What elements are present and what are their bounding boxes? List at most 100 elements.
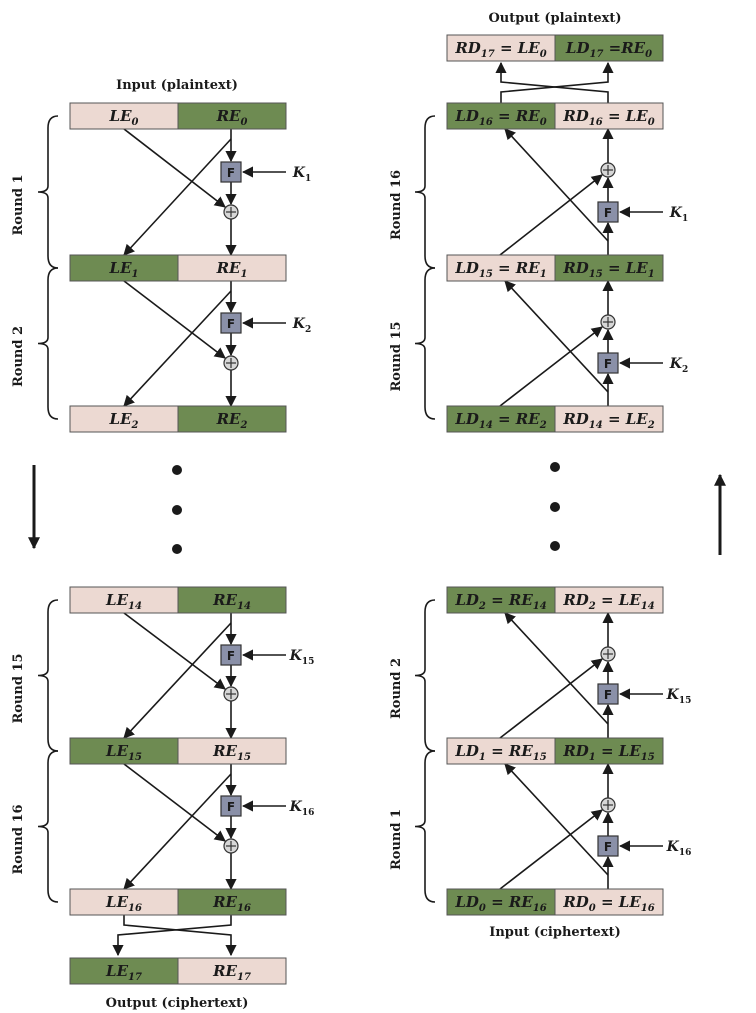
dec-row-1-left-label-base: = RE — [493, 107, 540, 125]
dec-row-3-right-label-subscript: 14 — [589, 420, 603, 431]
enc-r2-r-to-nextl — [123, 622, 232, 739]
dec-row-0-right-label: LD17​ =RE0​ — [565, 39, 652, 60]
dec-r2-l-to-xor — [499, 658, 603, 739]
dec-row-5-left-label-subscript: 1 — [479, 752, 486, 763]
dec-row-3-left-label: LD14​ = RE2​ — [454, 410, 546, 431]
enc-row-2-left-box — [69, 405, 179, 433]
enc-swap-r — [112, 915, 232, 957]
enc-row-0-left-label-subscript: 0 — [132, 117, 139, 128]
dec-row-3-right-label-base: RD — [562, 410, 588, 428]
enc-r2-key-label-base: K — [289, 648, 303, 664]
dec-row-3-left-box — [446, 405, 556, 433]
dec-row-1-right-label-subscript: 0 — [648, 117, 655, 128]
dec-row-0-right-label-base: LD — [565, 39, 590, 57]
dec-row-5-left-label: LD1​ = RE15​ — [454, 742, 546, 763]
enc-row-5-left-label-base: LE — [105, 893, 129, 911]
enc-r1-f-box — [220, 312, 242, 334]
enc-row-4-left-label-subscript: 15 — [128, 752, 142, 763]
dec-row-6-left-label-subscript: 16 — [533, 903, 547, 914]
enc-r3-key-label-subscript: 16 — [302, 808, 315, 818]
dec-row-5-right-label-subscript: 1 — [589, 752, 596, 763]
enc-r1-r-to-nextl — [123, 290, 232, 407]
dec-row-4-right-label-subscript: 2 — [588, 601, 596, 612]
dec-row-1-left-label-subscript: 0 — [540, 117, 547, 128]
dec-row-5-right-box — [554, 737, 664, 765]
dec-r1-round-label: Round 15 — [389, 321, 404, 391]
enc-r2-key-label-subscript: 15 — [302, 657, 315, 667]
dec-row-2-right-box — [554, 254, 664, 282]
dec-row-5-right-label-base: RD — [562, 742, 588, 760]
blocks — [69, 34, 664, 985]
enc-row-2-left-label-subscript: 2 — [131, 420, 139, 431]
dec-row-1-right-label-base: RD — [562, 107, 588, 125]
dec-row-2-left-box — [446, 254, 556, 282]
dec-r0-round-label: Round 16 — [389, 170, 404, 240]
dec-row-6-right-label: RD0​ = LE16​ — [562, 893, 654, 914]
enc-r2-round-label: Round 15 — [11, 653, 26, 723]
enc-r0-r-to-nextl — [123, 138, 232, 256]
enc-r2-l-to-xor — [123, 612, 226, 690]
enc-row-2-right-label-subscript: 2 — [239, 420, 247, 431]
dec-row-2-right-label-subscript: 1 — [648, 269, 655, 280]
dec-row-3-left-label-base: = RE — [493, 410, 540, 428]
dec-row-4-right-label-base: RD — [562, 591, 588, 609]
dec-row-6-right-box — [554, 888, 664, 916]
enc-row-5-left-label: LE16​ — [105, 893, 142, 914]
dec-r3-brace — [414, 750, 436, 903]
enc-row-0-right-label-subscript: 0 — [240, 117, 247, 128]
dec-r2-round-label: Round 2 — [389, 658, 404, 719]
dec-r0-f-box — [597, 201, 619, 223]
dec-row-2-left-label-base: LD — [454, 259, 479, 277]
enc-row-6-left-box — [69, 957, 179, 985]
enc-row-6-left-label: LE17​ — [105, 962, 142, 983]
dec-row-4-right-label-base: = LE — [596, 591, 642, 609]
labels: Input (plaintext) Output (ciphertext) Ou… — [11, 11, 691, 1011]
enc-row-1-right-label: RE1​ — [216, 259, 248, 280]
dec-r1-r-to-nextl — [504, 280, 609, 393]
enc-row-3-right-label-subscript: 14 — [237, 601, 251, 612]
dec-row-1-right-label-base: = LE — [603, 107, 649, 125]
enc-r1-key-label-base: K — [292, 316, 306, 332]
dec-dot-2 — [550, 541, 560, 551]
enc-r3-brace — [37, 750, 59, 903]
enc-row-3-left-label: LE14​ — [105, 591, 142, 612]
dec-row-2-left-label-subscript: 15 — [479, 269, 493, 280]
dec-r1-f-box — [597, 352, 619, 374]
dec-row-3-right-label-base: = LE — [603, 410, 649, 428]
dec-dot-1 — [550, 502, 560, 512]
dec-row-5-left-box — [446, 737, 556, 765]
dec-row-2-right-label: RD15​ = LE1​ — [562, 259, 654, 280]
dec-r2-r-to-nextl — [504, 612, 609, 725]
dec-r1-l-to-xor — [499, 326, 603, 407]
dec-row-0-left-label-base: = LE — [495, 39, 541, 57]
enc-row-3-left-box — [69, 586, 179, 614]
enc-r2-f-box-label: F — [227, 649, 235, 663]
dec-row-3-right-label: RD14​ = LE2​ — [562, 410, 654, 431]
enc-r3-l-to-xor — [123, 763, 226, 842]
enc-r0-f-box — [220, 161, 242, 183]
dec-r3-f-box — [597, 835, 619, 857]
dec-row-1-left-box — [446, 102, 556, 130]
enc-row-0-right-label: RE0​ — [216, 107, 248, 128]
enc-row-6-right-box — [177, 957, 287, 985]
enc-row-5-right-label: RE16​ — [212, 893, 251, 914]
dec-row-0-right-label-subscript: 17 — [589, 49, 603, 60]
enc-row-0-left-label-base: LE — [109, 107, 133, 125]
enc-r2-brace — [37, 599, 59, 752]
dec-row-2-left-label: LD15​ = RE1​ — [454, 259, 546, 280]
dec-r2-f-box-label: F — [604, 688, 612, 702]
dec-row-6-right-label-base: RD — [562, 893, 588, 911]
enc-r0-l-to-xor — [123, 128, 226, 208]
dec-row-4-right-label-subscript: 14 — [641, 601, 655, 612]
dec-row-6-left-box — [446, 888, 556, 916]
enc-row-4-left-label-base: LE — [105, 742, 129, 760]
enc-swap-l — [123, 915, 237, 957]
enc-row-6-left-label-base: LE — [105, 962, 129, 980]
dec-row-3-left-label-base: LD — [454, 410, 479, 428]
dec-r1-key-label: K2​ — [669, 356, 688, 375]
enc-row-3-left-label-subscript: 14 — [128, 601, 142, 612]
dec-row-4-left-label-subscript: 2 — [478, 601, 486, 612]
enc-row-2-right-label: RE2​ — [216, 410, 248, 431]
enc-r1-round-label: Round 2 — [11, 326, 26, 387]
